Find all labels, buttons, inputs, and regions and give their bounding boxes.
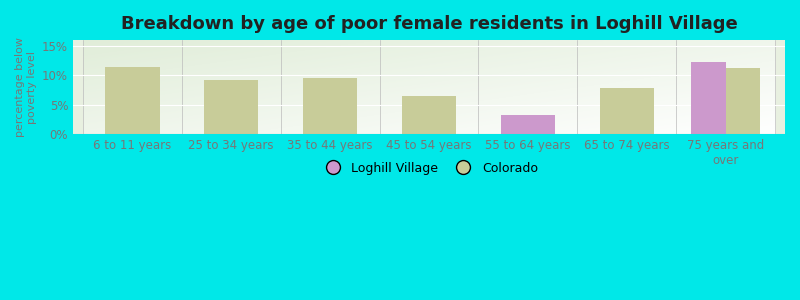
Bar	[402, 96, 456, 134]
Bar	[501, 116, 555, 134]
Bar	[105, 67, 159, 134]
Bar	[691, 62, 726, 134]
Bar	[303, 78, 358, 134]
Y-axis label: percentage below
poverty level: percentage below poverty level	[15, 37, 37, 137]
Legend: Loghill Village, Colorado: Loghill Village, Colorado	[315, 157, 543, 180]
Title: Breakdown by age of poor female residents in Loghill Village: Breakdown by age of poor female resident…	[121, 15, 738, 33]
Bar	[726, 68, 760, 134]
Bar	[204, 80, 258, 134]
Bar	[599, 88, 654, 134]
